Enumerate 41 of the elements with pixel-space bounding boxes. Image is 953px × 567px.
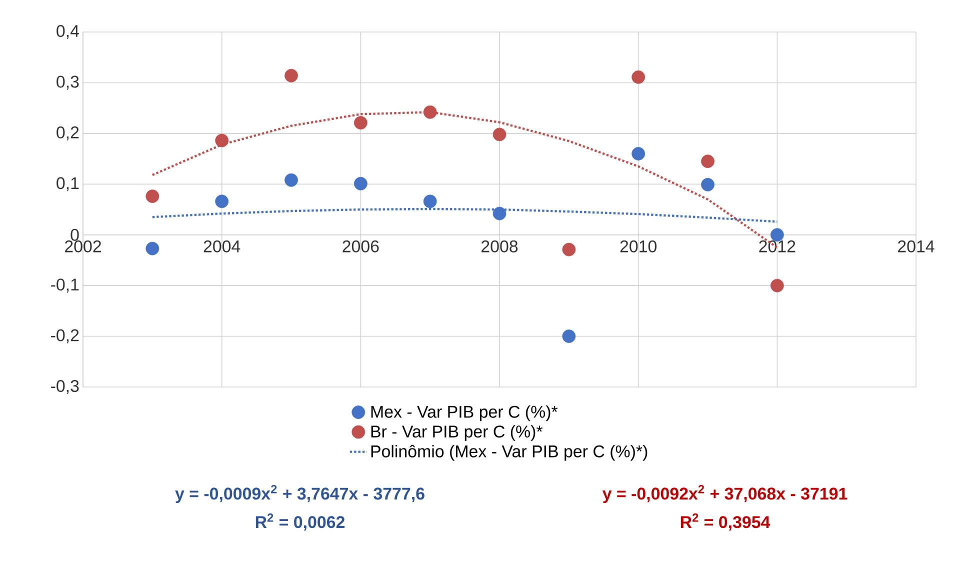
point — [701, 154, 714, 168]
point — [215, 194, 229, 208]
y-tick-label: 0 — [70, 228, 79, 241]
point — [492, 128, 506, 142]
y-tick-label: 0,3 — [56, 76, 79, 90]
y-tick-label: -0,2 — [51, 329, 79, 344]
point — [284, 173, 298, 187]
point — [354, 176, 368, 190]
point — [423, 105, 437, 119]
point — [215, 134, 229, 148]
x-tick-label: 2002 — [65, 240, 101, 252]
x-tick-label: 2008 — [482, 240, 518, 252]
point — [146, 190, 160, 204]
y-tick-label: -0,3 — [51, 380, 79, 394]
x-tick-label: 2012 — [759, 240, 796, 252]
text: y = -0,0092x$^{2}$ + 37,068x - 37191 — [602, 484, 848, 504]
point — [562, 330, 576, 343]
point — [562, 242, 576, 256]
point — [632, 70, 646, 84]
point — [632, 147, 646, 160]
legend-label: Polinômio (Mex - Var PIB per C (%)*) — [371, 444, 648, 461]
point — [770, 278, 784, 292]
point — [146, 242, 160, 256]
text: R$^{2}$ = 0,3954 — [680, 513, 770, 531]
y-tick-label: 0,4 — [56, 25, 79, 40]
legend-label: Mex - Var PIB per C (%)* — [371, 405, 558, 422]
x-tick-label: 2004 — [204, 240, 240, 252]
point — [354, 116, 368, 130]
point — [492, 206, 506, 220]
text: R$^{2}$ = 0,0062 — [256, 513, 345, 531]
point — [701, 178, 714, 192]
point — [423, 194, 437, 208]
legend-label: Br - Var PIB per C (%)* — [371, 425, 543, 441]
text: y = -0,0009x$^{2}$ + 3,7647x - 3777,6 — [175, 484, 424, 504]
y-tick-label: -0,1 — [51, 278, 79, 293]
x-tick-label: 2006 — [342, 240, 379, 252]
point — [284, 68, 298, 82]
x-tick-label: 2014 — [898, 240, 934, 252]
y-tick-label: 0,1 — [56, 177, 79, 192]
x-tick-label: 2010 — [620, 240, 657, 252]
y-tick-label: 0,2 — [56, 126, 79, 140]
